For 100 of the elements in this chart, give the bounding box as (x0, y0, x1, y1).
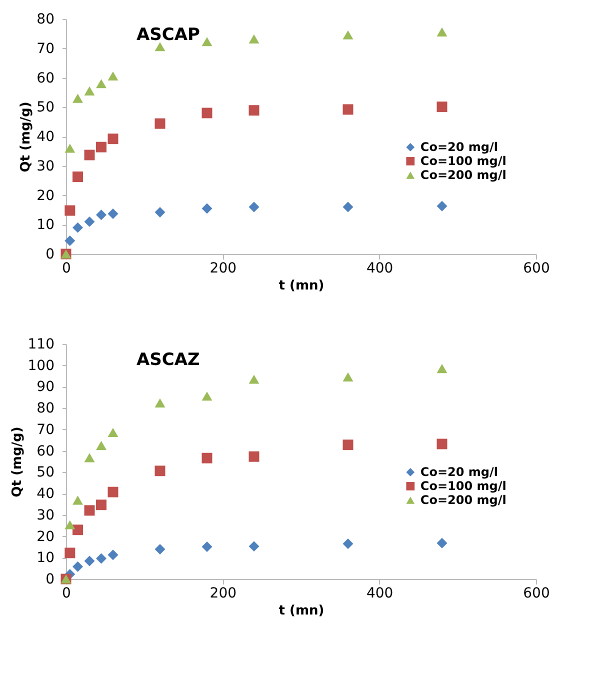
y-tick-label: 60 (36, 70, 54, 86)
point (436, 27, 448, 36)
point (436, 538, 448, 548)
point (154, 118, 166, 129)
point (96, 210, 106, 220)
point (96, 79, 106, 88)
point (202, 108, 212, 118)
point (248, 34, 260, 44)
x-tick-label: 200 (210, 586, 237, 602)
point (154, 42, 166, 52)
point (108, 428, 118, 437)
y-tick-label: 0 (46, 246, 54, 262)
y-tick-label: 70 (36, 422, 54, 438)
point (342, 372, 354, 382)
point (248, 202, 260, 212)
y-tick-label: 50 (36, 464, 54, 481)
y-tick-label: 70 (36, 40, 54, 57)
point (436, 438, 448, 450)
point (84, 150, 95, 160)
point (108, 486, 118, 498)
point (108, 208, 118, 219)
point (64, 144, 76, 153)
point (96, 142, 106, 152)
point (72, 94, 83, 103)
point (64, 548, 76, 558)
point (248, 105, 260, 116)
point (154, 398, 166, 408)
x-axis-title: t (mn) (278, 604, 324, 618)
legend-label: Co=100 mg/l (420, 479, 506, 494)
point (436, 200, 448, 212)
legend-label: Co=20 mg/l (420, 465, 498, 480)
point (202, 37, 212, 46)
legend-label: Co=200 mg/l (420, 168, 506, 182)
x-tick-label: 400 (366, 260, 394, 276)
y-tick-label: 10 (36, 217, 54, 234)
y-tick-label: 40 (36, 486, 54, 502)
y-tick-label: 90 (36, 379, 54, 396)
chart-title: ASCAZ (136, 350, 200, 370)
point (342, 202, 354, 212)
point (84, 505, 95, 516)
x-tick-label: 0 (62, 260, 71, 276)
point (64, 236, 76, 246)
point (108, 134, 118, 144)
point (96, 500, 106, 510)
point (154, 466, 166, 476)
legend-label: Co=20 mg/l (420, 140, 498, 154)
point (72, 496, 83, 505)
x-axis-title: t (mn) (278, 278, 324, 294)
point (248, 374, 260, 384)
y-tick-label: 30 (36, 158, 54, 174)
point (72, 561, 83, 572)
point (248, 451, 260, 462)
point (84, 86, 95, 96)
point (84, 453, 95, 462)
point (108, 550, 118, 560)
y-tick-label: 110 (28, 336, 54, 352)
point (342, 104, 354, 115)
x-tick-label: 400 (366, 586, 394, 602)
point (436, 364, 448, 374)
y-axis-title: Qt (mg/g) (18, 102, 34, 172)
y-tick-label: 20 (36, 528, 54, 545)
point (108, 71, 118, 81)
y-tick-label: 30 (36, 507, 54, 524)
point (64, 520, 76, 530)
y-tick-label: 20 (36, 188, 54, 204)
x-tick-label: 200 (210, 260, 237, 276)
point (154, 544, 166, 555)
point (202, 541, 212, 552)
point (202, 452, 212, 464)
y-tick-label: 0 (46, 572, 54, 588)
point (342, 30, 354, 40)
point (436, 102, 448, 112)
x-tick-label: 600 (523, 260, 550, 276)
y-tick-label: 50 (36, 100, 54, 116)
point (84, 216, 95, 227)
x-tick-label: 600 (523, 586, 550, 602)
point (202, 392, 212, 401)
point (96, 553, 106, 564)
point (72, 172, 83, 182)
point (72, 524, 83, 536)
point (202, 203, 212, 214)
y-tick-label: 10 (36, 550, 54, 566)
legend-label: Co=200 mg/l (420, 493, 506, 508)
point (96, 440, 106, 450)
point (154, 207, 166, 218)
point (64, 205, 76, 216)
point (84, 556, 95, 566)
point (342, 440, 354, 450)
x-tick-label: 0 (62, 586, 71, 602)
legend-label: Co=100 mg/l (420, 154, 506, 168)
point (72, 222, 83, 233)
point (248, 541, 260, 552)
y-tick-label: 40 (36, 129, 54, 145)
y-tick-label: 100 (28, 358, 54, 374)
y-tick-label: 60 (36, 443, 54, 460)
y-tick-label: 80 (36, 400, 54, 417)
y-axis-title: Qt (mg/g) (10, 426, 25, 498)
y-tick-label: 80 (36, 12, 54, 28)
point (342, 538, 354, 549)
chart-title: ASCAP (136, 25, 200, 45)
